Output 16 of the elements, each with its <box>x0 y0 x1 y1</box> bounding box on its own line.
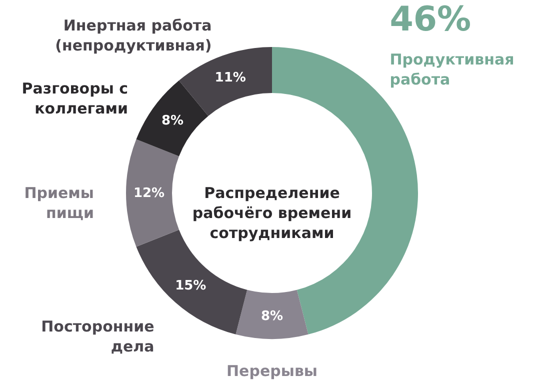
data-label: 11% <box>214 70 246 86</box>
data-label: 8% <box>260 309 284 324</box>
donut-slice <box>236 290 308 339</box>
slice-label: Посторонние дела <box>41 318 154 356</box>
donut-slice <box>126 139 180 247</box>
slice-label: Продуктивная работа <box>390 50 514 88</box>
data-label: 15% <box>175 278 206 294</box>
slice-label: Перерывы <box>226 362 318 380</box>
data-label: 46% <box>390 0 472 40</box>
slice-label: Разговоры с коллегами <box>22 79 128 118</box>
data-label: 8% <box>161 114 184 129</box>
donut-slice <box>136 80 208 156</box>
slice-label: Инертная работа (непродуктивная) <box>55 16 212 55</box>
text: Распределение рабочёго времени сотрудниками <box>192 184 352 242</box>
data-label: 12% <box>133 186 165 201</box>
slice-label: Приемы пищи <box>24 184 94 222</box>
